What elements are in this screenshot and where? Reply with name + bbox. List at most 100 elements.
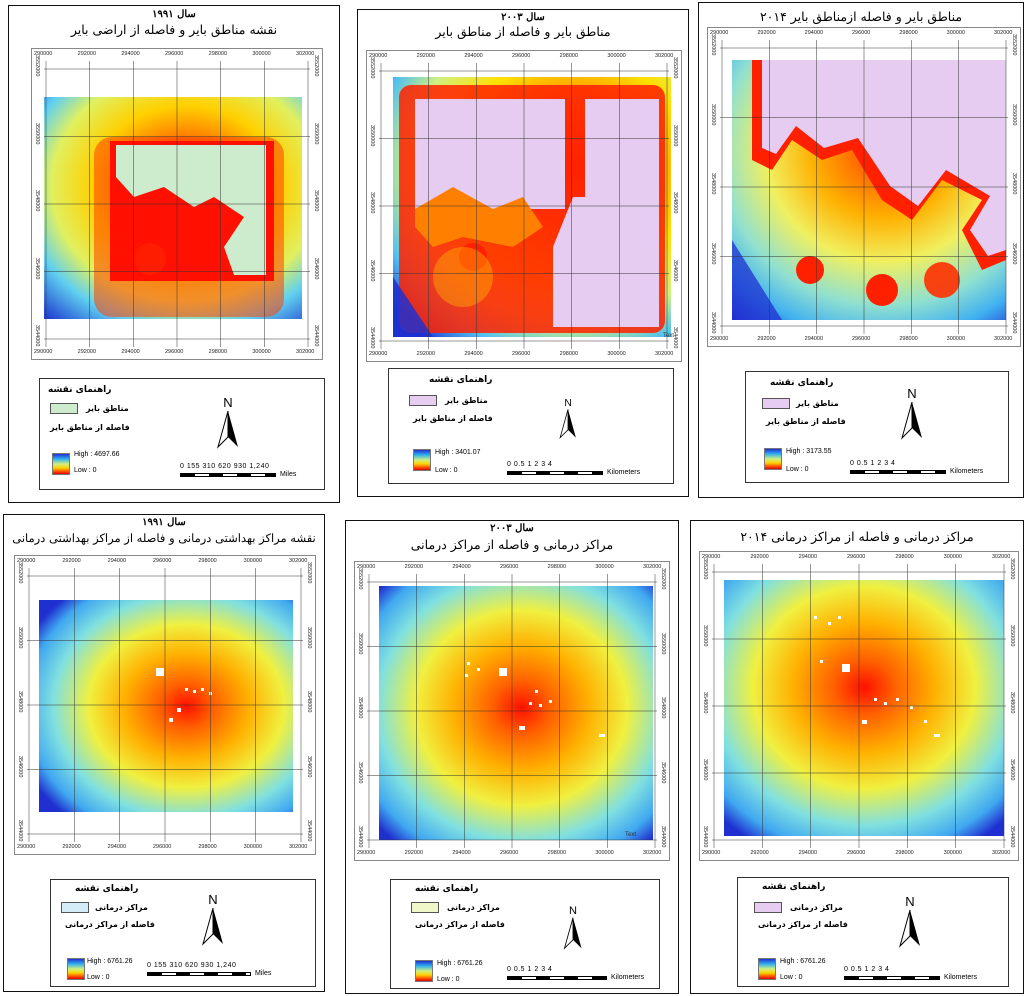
y-tick-label: 3546000 — [34, 258, 40, 279]
svg-text:N: N — [569, 905, 577, 917]
x-tick-label: 298000 — [198, 844, 216, 850]
x-tick-label: 298000 — [899, 336, 917, 342]
x-tick-label: 294000 — [452, 564, 470, 570]
year-label: سال ۱۹۹۱ — [9, 9, 339, 20]
health-distance-map — [379, 586, 653, 840]
y-tick-label: 3548000 — [34, 190, 40, 211]
y-tick-label: 3546000 — [17, 756, 23, 777]
x-tick-label: 298000 — [548, 850, 566, 856]
legend-item-health: مراکز درمانی — [447, 903, 500, 912]
y-tick-label: 3550000 — [357, 633, 363, 654]
x-tick-label: 300000 — [944, 554, 962, 560]
map-legend: راهنمای نقشه مناطق بایر فاصله از مناطق ب… — [39, 378, 325, 490]
y-tick-label: 3546000 — [313, 258, 319, 279]
legend-title: راهنمای نقشه — [415, 884, 478, 894]
y-tick-label: 3544000 — [710, 312, 716, 333]
x-tick-label: 290000 — [710, 336, 728, 342]
y-tick-label: 3550000 — [672, 125, 678, 146]
x-tick-label: 300000 — [947, 30, 965, 36]
y-tick-label: 3548000 — [313, 190, 319, 211]
north-arrow-icon: N — [557, 395, 579, 441]
scale-bar: 0 0.5 1 2 3 4 Kilometers — [850, 460, 1008, 482]
scale-bar: 0 155 310 620 930 1,240 Miles — [180, 463, 320, 485]
map-panel-health-2014: مراکز درمانی و فاصله از مراکز درمانی ۲۰۱… — [690, 520, 1024, 994]
x-tick-label: 294000 — [452, 850, 470, 856]
north-arrow-icon: N — [898, 386, 926, 440]
x-tick-label: 294000 — [108, 558, 126, 564]
y-tick-label: 3548000 — [357, 697, 363, 718]
health-distance-map — [39, 600, 293, 812]
map-title: مناطق بایر و فاصله ازمناطق بایر ۲۰۱۴ — [699, 9, 1023, 24]
gradient-swatch — [413, 449, 431, 471]
x-tick-label: 296000 — [500, 850, 518, 856]
x-tick-label: 296000 — [847, 850, 865, 856]
svg-text:N: N — [907, 386, 916, 401]
y-tick-label: 3552000 — [313, 55, 319, 76]
map-panel-barren-2003: سال ۲۰۰۳ مناطق بایر و فاصله از مناطق بای… — [357, 9, 689, 497]
x-tick-label: 300000 — [595, 850, 613, 856]
north-arrow-icon: N — [214, 395, 242, 449]
barren-distance-map — [732, 60, 1006, 320]
health-swatch — [754, 902, 782, 913]
y-tick-label: 3544000 — [672, 327, 678, 348]
barren-distance-map — [393, 77, 671, 337]
legend-item-health: مراکز درمانی — [95, 903, 148, 912]
y-tick-label: 3546000 — [369, 260, 375, 281]
y-tick-label: 3548000 — [672, 192, 678, 213]
x-tick-label: 290000 — [357, 850, 375, 856]
x-tick-label: 296000 — [153, 844, 171, 850]
legend-low: Low : 0 — [74, 467, 97, 474]
map-legend: راهنمای نقشه مناطق بایر فاصله از مناطق ب… — [388, 368, 674, 484]
x-tick-label: 292000 — [405, 850, 423, 856]
y-tick-label: 3552000 — [660, 568, 666, 589]
y-tick-label: 3552000 — [357, 568, 363, 589]
svg-text:N: N — [564, 398, 571, 409]
y-tick-label: 3546000 — [702, 759, 708, 780]
x-tick-label: 292000 — [62, 558, 80, 564]
legend-high: High : 3401.07 — [435, 449, 481, 456]
y-tick-label: 3550000 — [710, 104, 716, 125]
x-tick-label: 298000 — [899, 30, 917, 36]
legend-title: راهنمای نقشه — [762, 882, 825, 892]
x-tick-label: 298000 — [895, 554, 913, 560]
map-legend: راهنمای نقشه مراکز درمانی فاصله از مراکز… — [50, 879, 316, 987]
x-tick-label: 292000 — [417, 53, 435, 59]
y-tick-label: 3544000 — [702, 826, 708, 847]
legend-title: راهنمای نقشه — [48, 385, 111, 395]
legend-item-distance: فاصله از مناطق بایر — [50, 423, 130, 432]
x-tick-label: 292000 — [78, 349, 96, 355]
barren-swatch — [762, 398, 790, 409]
barren-distance-map — [44, 97, 302, 319]
north-arrow-icon: N — [199, 892, 227, 946]
x-tick-label: 296000 — [852, 336, 870, 342]
x-tick-label: 290000 — [702, 850, 720, 856]
legend-item-health: مراکز درمانی — [790, 903, 843, 912]
y-tick-label: 3546000 — [306, 756, 312, 777]
y-tick-label: 3550000 — [313, 123, 319, 144]
y-tick-label: 3544000 — [1011, 312, 1017, 333]
x-tick-label: 302000 — [643, 564, 661, 570]
north-arrow-icon: N — [561, 904, 585, 950]
year-label: سال ۱۹۹۱ — [4, 517, 324, 528]
x-tick-label: 302000 — [992, 554, 1010, 560]
x-tick-label: 292000 — [417, 351, 435, 357]
map-title: مراکز درمانی و فاصله از مراکز درمانی ۲۰۱… — [691, 529, 1023, 544]
y-tick-label: 3544000 — [369, 327, 375, 348]
legend-item-barren: مناطق بایر — [86, 404, 129, 413]
y-tick-label: 3552000 — [369, 57, 375, 78]
x-tick-label: 296000 — [852, 30, 870, 36]
x-tick-label: 302000 — [655, 351, 673, 357]
y-tick-label: 3552000 — [702, 558, 708, 579]
y-tick-label: 3548000 — [369, 192, 375, 213]
svg-text:N: N — [223, 395, 232, 410]
health-swatch — [411, 902, 439, 913]
x-tick-label: 302000 — [992, 850, 1010, 856]
x-tick-label: 300000 — [944, 850, 962, 856]
scale-bar: 0 0.5 1 2 3 4 Kilometers — [844, 966, 1008, 988]
barren-swatch — [409, 395, 437, 406]
x-tick-label: 294000 — [464, 53, 482, 59]
y-tick-label: 3550000 — [702, 625, 708, 646]
x-tick-label: 296000 — [165, 349, 183, 355]
y-tick-label: 3546000 — [1011, 243, 1017, 264]
text-mark: Text — [625, 832, 636, 838]
